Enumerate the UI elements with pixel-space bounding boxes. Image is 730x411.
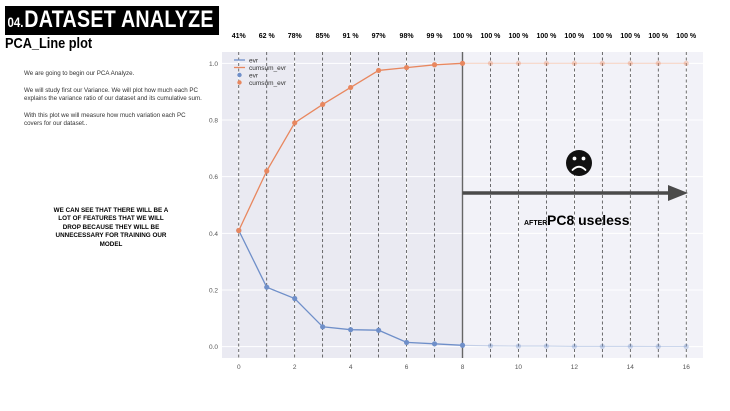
percent-label: 78%	[288, 33, 303, 40]
data-point-evr	[264, 284, 270, 290]
x-tick-label: 14	[627, 364, 635, 371]
data-point-cumsum_evr	[571, 60, 577, 66]
data-point-cumsum_evr	[599, 60, 605, 66]
title-bar: 04. DATASET ANALYZE	[5, 6, 219, 35]
data-point-evr	[431, 341, 438, 347]
percent-label: 100 %	[592, 33, 613, 40]
percent-label: 100 %	[453, 33, 474, 40]
page-title: DATASET ANALYZE	[24, 6, 214, 33]
data-point-evr	[292, 295, 298, 302]
data-point-cumsum_evr	[292, 120, 298, 126]
data-point-evr	[403, 339, 410, 346]
percent-label: 91 %	[343, 33, 360, 40]
x-tick-label: 0	[237, 364, 241, 371]
description-paragraph: We will study first our Variance. We wil…	[24, 86, 202, 103]
annotation-pc8-label: PC8 useless	[547, 212, 630, 228]
percent-label: 97%	[372, 33, 387, 40]
sad-face-icon	[566, 150, 592, 176]
data-point-cumsum_evr	[348, 84, 354, 91]
percent-label: 100 %	[676, 33, 697, 40]
y-tick-label: 0.8	[209, 118, 218, 125]
sad-face-mouth	[571, 165, 587, 171]
data-point-cumsum_evr	[403, 64, 410, 71]
data-point-cumsum_evr	[683, 60, 689, 66]
data-point-evr	[320, 324, 326, 330]
legend-marker-swatch	[237, 72, 242, 78]
data-point-cumsum_evr	[236, 227, 242, 234]
data-point-evr	[348, 327, 354, 333]
data-point-cumsum_evr	[627, 60, 633, 66]
y-tick-label: 0.4	[209, 231, 218, 238]
data-point-evr	[515, 343, 522, 349]
legend-label: evr	[249, 57, 259, 64]
data-point-cumsum_evr	[320, 101, 326, 108]
legend-label: cumsum_evr	[249, 80, 287, 87]
percent-label: 100 %	[481, 33, 502, 40]
percent-label: 100 %	[620, 33, 641, 40]
sad-face-eye	[581, 156, 586, 161]
y-tick-label: 0.0	[209, 344, 218, 351]
percent-label: 41%	[232, 33, 247, 40]
data-point-cumsum_evr	[264, 168, 270, 174]
y-tick-label: 1.0	[209, 61, 218, 68]
y-tick-label: 0.2	[209, 288, 218, 295]
data-point-evr	[487, 343, 494, 349]
data-point-evr	[627, 343, 633, 349]
title-block: 04. DATASET ANALYZE PCA_Line plot	[5, 6, 266, 52]
annotation-after-label: AFTER	[524, 220, 547, 227]
percent-label: 85%	[316, 33, 331, 40]
data-point-cumsum_evr	[487, 60, 494, 66]
x-tick-label: 16	[683, 364, 691, 371]
sad-face-circle	[566, 150, 592, 176]
data-point-evr	[599, 343, 605, 349]
y-tick-label: 0.6	[209, 174, 218, 181]
data-point-cumsum_evr	[543, 60, 549, 66]
description-paragraph: We are going to begin our PCA Analyze.	[24, 70, 135, 77]
data-point-evr	[683, 343, 689, 350]
percent-label: 99 %	[427, 33, 444, 40]
page-subtitle: PCA_Line plot	[5, 35, 93, 52]
x-tick-label: 12	[571, 364, 579, 371]
data-point-evr	[655, 343, 661, 350]
data-point-evr	[459, 342, 466, 348]
data-point-cumsum_evr	[459, 60, 466, 66]
conclusion-text: WE CAN SEE THAT THERE WILL BE A LOT OF F…	[53, 207, 169, 248]
data-point-evr	[543, 343, 549, 349]
x-tick-label: 2	[293, 364, 297, 371]
x-tick-label: 10	[515, 364, 523, 371]
percent-label: 100 %	[509, 33, 530, 40]
section-number: 04.	[7, 14, 24, 30]
description-paragraph: With this plot we will measure how much …	[24, 111, 186, 128]
data-point-cumsum_evr	[515, 60, 522, 66]
data-point-cumsum_evr	[655, 60, 661, 66]
percent-label: 98%	[400, 33, 415, 40]
series-line-faded-evr	[462, 344, 687, 348]
percent-label: 100 %	[536, 33, 557, 40]
x-tick-label: 8	[461, 364, 465, 371]
description-text: We are going to begin our PCA Analyze. W…	[24, 70, 204, 137]
arrow-head	[668, 185, 688, 201]
highlight-region	[222, 52, 463, 358]
legend-marker-swatch	[237, 80, 242, 85]
percent-label: 62 %	[259, 33, 276, 40]
legend-label: cumsum_evr	[249, 65, 287, 72]
data-point-cumsum_evr	[376, 67, 382, 74]
legend-label: evr	[249, 72, 259, 79]
percent-label: 100 %	[564, 33, 585, 40]
data-point-evr	[376, 327, 382, 333]
x-tick-label: 4	[349, 364, 353, 371]
data-point-evr	[571, 343, 577, 349]
x-tick-label: 6	[405, 364, 409, 371]
sad-face-eye	[572, 156, 577, 161]
data-point-cumsum_evr	[431, 62, 438, 68]
percent-label: 100 %	[648, 33, 669, 40]
